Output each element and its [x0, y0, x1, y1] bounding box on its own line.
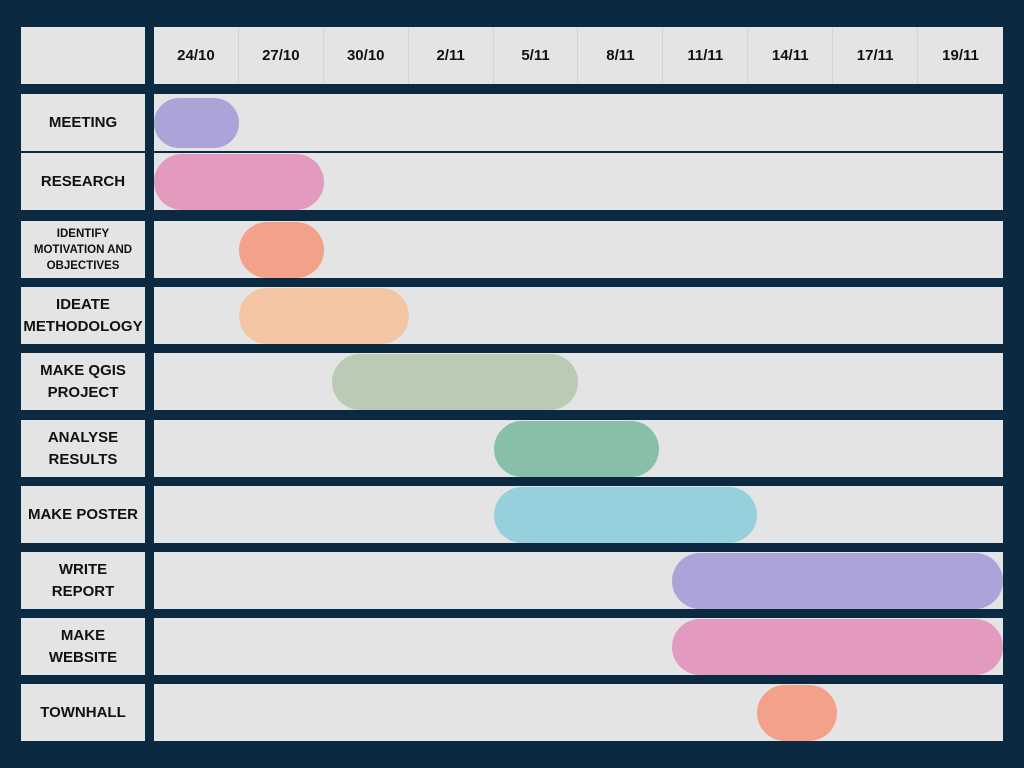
task-bar	[154, 153, 324, 210]
task-track	[154, 353, 1003, 410]
timeline-label: 14/11	[748, 27, 834, 84]
task-label: MAKE POSTER	[21, 486, 145, 543]
task-bar	[332, 353, 579, 410]
task-label: IDENTIFY MOTIVATION AND OBJECTIVES	[21, 221, 145, 278]
task-track	[154, 618, 1003, 675]
task-bar	[671, 552, 1003, 609]
task-track	[154, 221, 1003, 278]
task-bar	[154, 97, 239, 148]
task-track	[154, 287, 1003, 344]
task-label: MAKE WEBSITE	[21, 618, 145, 675]
task-track	[154, 420, 1003, 477]
timeline-label: 8/11	[579, 27, 664, 84]
task-bar	[493, 420, 660, 477]
task-bar	[756, 684, 838, 741]
task-bar	[493, 486, 757, 543]
task-bar	[671, 618, 1003, 675]
task-label: MAKE QGIS PROJECT	[21, 353, 145, 410]
task-track	[154, 552, 1003, 609]
task-label: MEETING	[21, 94, 145, 151]
task-bar	[238, 221, 324, 278]
task-label: WRITE REPORT	[21, 552, 145, 609]
task-track	[154, 684, 1003, 741]
task-label: TOWNHALL	[21, 684, 145, 741]
task-label: RESEARCH	[21, 153, 145, 210]
timeline-header: 24/10 27/10 30/10 2/11 5/11 8/11 11/11 14/11 17/…	[154, 27, 1003, 84]
timeline-label: 17/11	[833, 27, 919, 84]
task-track	[154, 153, 1003, 210]
task-label: ANALYSE RESULTS	[21, 420, 145, 477]
timeline-label: 30/10	[324, 27, 409, 84]
timeline-label: 11/11	[663, 27, 749, 84]
timeline-label: 2/11	[409, 27, 494, 84]
task-bar	[238, 287, 409, 344]
timeline-label: 27/10	[239, 27, 324, 84]
timeline-label: 19/11	[942, 47, 979, 64]
task-track	[154, 486, 1003, 543]
task-track	[154, 94, 1003, 151]
task-label: IDEATE METHODOLOGY	[21, 287, 145, 344]
timeline-label: 5/11	[494, 27, 579, 84]
corner-cell	[21, 27, 145, 84]
timeline-label: 24/10	[154, 27, 239, 84]
